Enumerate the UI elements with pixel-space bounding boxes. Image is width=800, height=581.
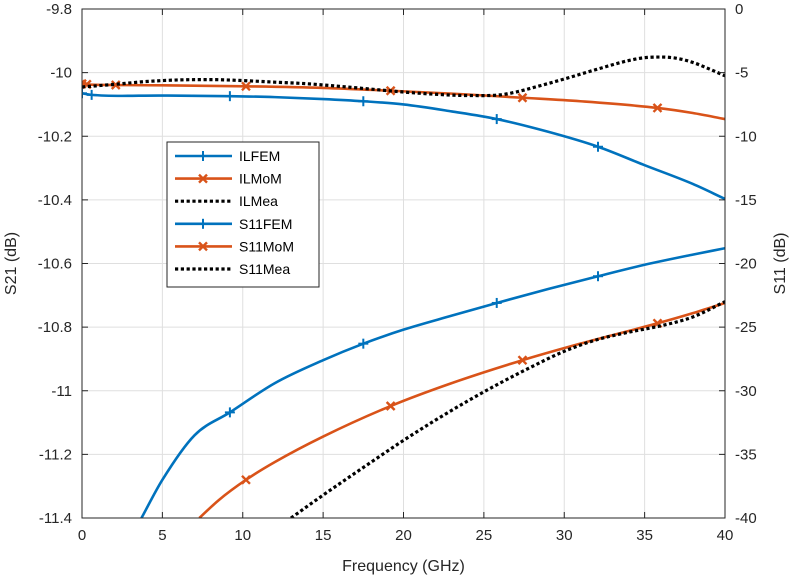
series-marker-ilmom: [241, 81, 251, 92]
x-tick-label: 40: [717, 527, 734, 544]
legend-label-ilmea: ILMea: [239, 193, 278, 209]
right-y-tick-label: -25: [735, 319, 757, 336]
left-y-tick-label: -10.4: [38, 192, 72, 209]
series-marker-ilmom: [517, 92, 528, 103]
x-tick-label: 25: [476, 527, 493, 544]
right-y-tick-label: -40: [735, 510, 757, 527]
x-tick-label: 30: [556, 527, 573, 544]
series-marker-s11mom: [385, 401, 396, 411]
legend-label-s11mea: S11Mea: [239, 261, 290, 277]
series-marker-s11mom: [517, 355, 528, 366]
legend-label-s11fem: S11FEM: [239, 216, 292, 232]
legend-label-ilmom: ILMoM: [239, 171, 282, 187]
right-y-tick-label: -30: [735, 383, 757, 400]
right-y-tick-label: -10: [735, 128, 757, 145]
left-y-tick-label: -9.8: [46, 1, 72, 18]
left-y-tick-label: -11.2: [39, 446, 72, 463]
series-line-ilfem: [82, 92, 725, 201]
x-axis-label: Frequency (GHz): [342, 558, 465, 575]
x-tick-label: 10: [234, 527, 251, 544]
legend-label-s11mom: S11MoM: [239, 238, 294, 254]
series-marker-ilmom: [110, 80, 121, 90]
left-y-tick-label: -10.6: [38, 256, 72, 273]
series-marker-ilmom: [652, 103, 663, 113]
right-y-axis-label: S11 (dB): [772, 233, 789, 295]
left-y-tick-label: -11: [51, 383, 72, 400]
right-y-tick-label: -15: [735, 192, 757, 209]
series-line-s11fem: [140, 246, 725, 518]
series-marker-s11mom: [241, 474, 251, 485]
right-y-tick-label: -20: [735, 256, 757, 273]
series-line-s11mom: [198, 301, 725, 518]
x-tick-label: 15: [315, 527, 332, 544]
legend-marker-ilmom: [198, 173, 208, 184]
right-y-tick-label: -35: [735, 446, 757, 463]
series-line-ilmea: [82, 55, 725, 98]
x-tick-label: 35: [636, 527, 653, 544]
left-y-tick-label: -10.8: [38, 319, 72, 336]
right-y-tick-label: 0: [735, 1, 743, 18]
plot-area: [82, 55, 725, 518]
left-y-axis-label: S21 (dB): [3, 232, 20, 295]
legend-marker-s11mom: [198, 241, 208, 252]
left-y-tick-label: -11.4: [39, 510, 72, 527]
series-line-s11mea: [290, 300, 725, 518]
x-tick-label: 5: [158, 527, 166, 544]
x-tick-label: 20: [395, 527, 412, 544]
axes: 0 5 10 15 20 25 30 35 40 -9.8 -10 -10.2 -10.4 -10.6 -1…: [38, 1, 757, 544]
legend: ILFEM ILMoM ILMea S11FEM S11MoM S11Mea: [166, 141, 320, 288]
left-y-tick-label: -10.2: [38, 128, 72, 145]
legend-box: [166, 141, 320, 288]
x-tick-label: 0: [78, 527, 86, 544]
left-y-tick-label: -10: [50, 65, 72, 82]
legend-label-ilfem: ILFEM: [239, 148, 280, 164]
right-y-tick-label: -5: [735, 65, 748, 82]
